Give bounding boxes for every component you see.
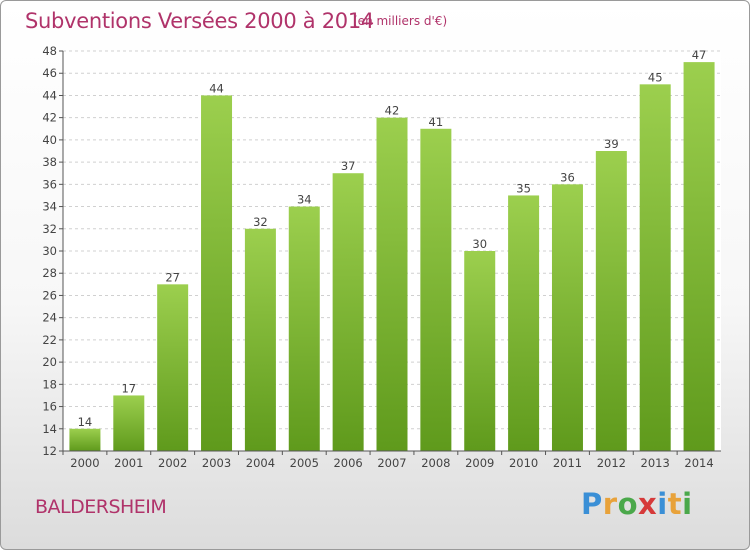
y-tick-label: 12	[42, 444, 57, 458]
brand-letter: t	[667, 487, 683, 521]
x-tick-label: 2003	[202, 456, 231, 470]
x-tick-label: 2014	[684, 456, 713, 470]
data-label: 32	[253, 215, 268, 229]
y-tick-label: 18	[42, 377, 57, 391]
bar	[639, 84, 671, 451]
bar	[508, 195, 540, 451]
y-tick-label: 44	[42, 88, 57, 102]
bar	[288, 206, 320, 451]
data-label: 36	[560, 170, 575, 184]
bar	[244, 228, 276, 451]
bar	[69, 428, 101, 451]
bar	[201, 95, 233, 451]
y-tick-label: 22	[42, 333, 57, 347]
x-tick-label: 2013	[641, 456, 670, 470]
bar	[113, 395, 145, 451]
bar	[683, 62, 715, 451]
brand-letter: i	[682, 487, 693, 521]
x-tick-label: 2012	[597, 456, 626, 470]
x-tick-label: 2011	[553, 456, 582, 470]
bars	[69, 62, 715, 452]
x-tick-label: 2001	[114, 456, 143, 470]
x-tick-label: 2010	[509, 456, 538, 470]
data-label: 37	[341, 159, 356, 173]
data-label: 42	[385, 104, 400, 118]
y-tick-label: 24	[42, 311, 57, 325]
x-tick-label: 2004	[246, 456, 275, 470]
data-label: 34	[297, 193, 312, 207]
y-tick-label: 16	[42, 400, 57, 414]
y-tick-label: 40	[42, 133, 57, 147]
y-tick-label: 46	[42, 66, 57, 80]
bar	[376, 117, 408, 452]
data-label: 27	[165, 270, 180, 284]
y-tick-label: 42	[42, 111, 57, 125]
y-tick-label: 28	[42, 266, 57, 280]
data-label: 35	[516, 181, 531, 195]
y-tick-label: 20	[42, 355, 57, 369]
y-tick-label: 30	[42, 244, 57, 258]
bar	[157, 284, 189, 451]
x-tick-label: 2009	[465, 456, 494, 470]
x-tick-label: 2006	[333, 456, 362, 470]
brand-letter: P	[581, 487, 603, 521]
bar	[595, 151, 627, 451]
data-label: 47	[692, 48, 707, 62]
brand-letter: i	[657, 487, 668, 521]
data-label: 41	[429, 115, 444, 129]
data-label: 44	[209, 81, 224, 95]
data-label: 14	[78, 415, 93, 429]
x-tick-label: 2005	[290, 456, 319, 470]
commune-name: BALDERSHEIM	[35, 496, 167, 518]
x-tick-label: 2007	[377, 456, 406, 470]
data-labels: 14 17 27 44 32 34 37 42 41 30 35 36 39 45 47	[78, 48, 707, 429]
y-tick-label: 38	[42, 155, 57, 169]
bar	[420, 128, 452, 451]
brand-letter: r	[602, 487, 618, 521]
brand-letter: x	[638, 487, 658, 521]
bar	[551, 184, 583, 452]
y-tick-label: 48	[42, 44, 57, 58]
x-tick-label: 2002	[158, 456, 187, 470]
chart-subtitle: (en milliers d'€)	[353, 14, 448, 28]
data-label: 30	[472, 237, 487, 251]
chart-title: Subventions Versées 2000 à 2014	[25, 9, 374, 33]
axes	[62, 51, 721, 452]
proxiti-logo: Proxiti	[581, 487, 693, 521]
brand-letter: o	[617, 487, 639, 521]
y-tick-label: 36	[42, 177, 57, 191]
y-tick-label: 26	[42, 288, 57, 302]
bar	[332, 173, 364, 451]
data-label: 45	[648, 70, 663, 84]
y-tick-label: 14	[42, 422, 57, 436]
bar	[464, 251, 496, 451]
data-label: 17	[121, 381, 136, 395]
x-tick-labels: 2000 2001 2002 2003 2004 2005 2006 2007 2008 2009…	[62, 451, 714, 470]
data-label: 39	[604, 137, 619, 151]
x-tick-label: 2000	[70, 456, 99, 470]
x-tick-label: 2008	[421, 456, 450, 470]
y-tick-label: 34	[42, 200, 57, 214]
y-tick-labels: 12 14 16 18 20 22 24 26 28 30 32 34 36 38 40 42 44 46 48	[42, 44, 57, 458]
y-tick-label: 32	[42, 222, 57, 236]
